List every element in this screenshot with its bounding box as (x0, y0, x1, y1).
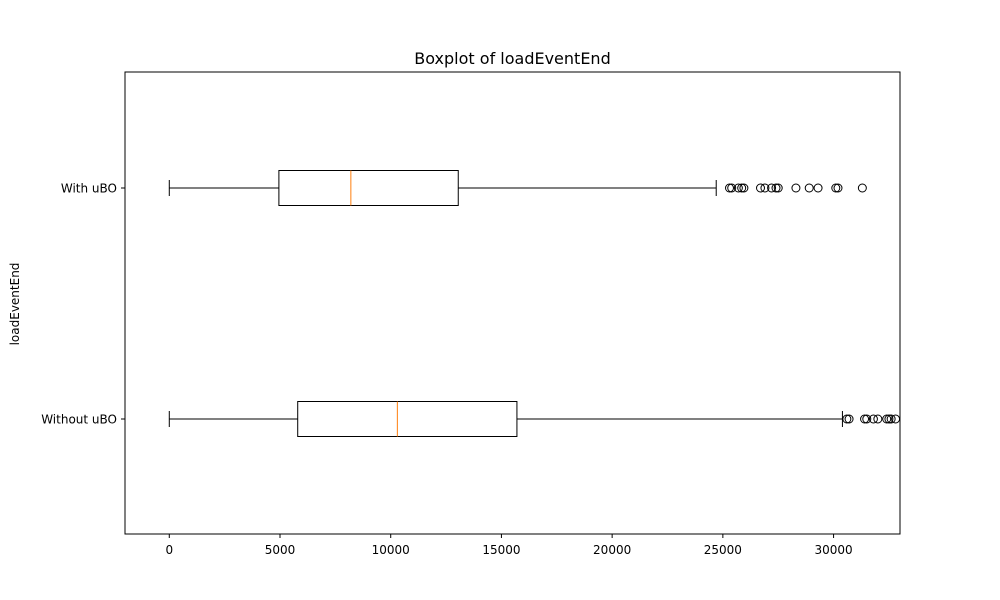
x-tick-label: 0 (165, 543, 173, 557)
box-without-ubo-iqr (297, 401, 518, 437)
box-with-ubo-outlier (831, 183, 841, 193)
box-without-ubo-outlier (884, 414, 894, 424)
box-without-ubo-outlier (862, 414, 872, 424)
box-with-ubo-outlier (791, 183, 801, 193)
box-with-ubo-outlier (737, 183, 747, 193)
box-with-ubo-outlier (760, 183, 770, 193)
box-with-ubo-iqr (278, 170, 459, 206)
y-axis-label: loadEventEnd (8, 263, 22, 346)
box-without-ubo-outlier (860, 414, 870, 424)
x-tick-label: 5000 (265, 543, 296, 557)
x-tick-label: 25000 (704, 543, 742, 557)
box-with-ubo-outlier (756, 183, 765, 193)
box-with-ubo-outlier (725, 183, 734, 193)
x-tick-label: 10000 (372, 543, 410, 557)
plot-area: 0 5000 10000 15000 20000 25000 30000 Without uB… (41, 170, 901, 557)
box-with-ubo-outlier (771, 183, 781, 193)
box-with-ubo-outlier (857, 183, 867, 193)
x-tick-label: 20000 (593, 543, 631, 557)
box-with-ubo-outlier (804, 183, 814, 193)
box-with-ubo-outlier (773, 183, 783, 193)
box-with-ubo-outlier (739, 183, 749, 193)
box-without-ubo-outlier (842, 414, 852, 424)
box-without-ubo-outlier (886, 414, 896, 424)
box-with-ubo-outlier (733, 183, 743, 193)
box-without-ubo-outlier (873, 414, 883, 424)
plot-frame (124, 71, 901, 535)
x-tick-label: 30000 (814, 543, 852, 557)
box-with-ubo-outlier (833, 183, 843, 193)
y-tick-label: Without uBO (41, 413, 117, 427)
box-without-ubo-outlier (882, 414, 892, 424)
box-with-ubo-outlier (813, 183, 823, 193)
box-with-ubo-outlier (727, 183, 737, 193)
box-without-ubo-outlier (844, 414, 854, 424)
chart-title: Boxplot of loadEventEnd (414, 49, 610, 68)
x-tick-label: 15000 (482, 543, 520, 557)
box-with-ubo-outlier (767, 183, 777, 193)
box-without-ubo-outlier (868, 414, 878, 424)
y-tick-label: With uBO (61, 182, 117, 196)
